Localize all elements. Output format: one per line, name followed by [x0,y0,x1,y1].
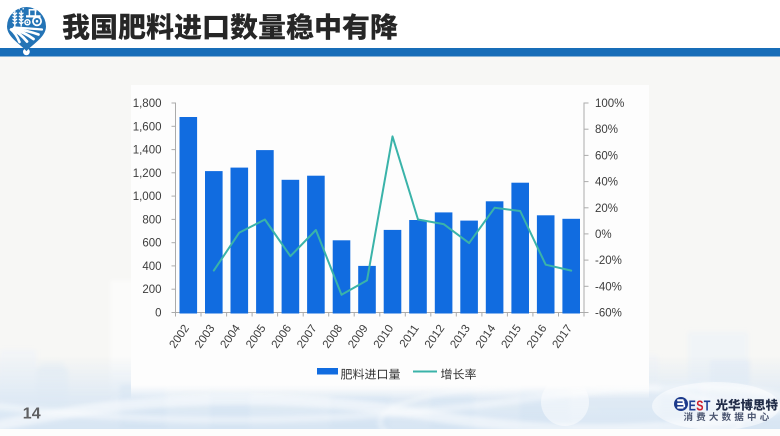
svg-text:60%: 60% [595,150,618,162]
svg-text:200: 200 [142,284,161,296]
svg-text:-60%: -60% [595,308,622,320]
svg-text:80%: 80% [595,124,618,136]
svg-text:100%: 100% [595,98,624,110]
svg-text:0%: 0% [595,229,612,241]
svg-text:-40%: -40% [595,281,622,293]
svg-text:T: T [704,397,711,414]
svg-text:400: 400 [142,261,161,273]
svg-text:E: E [689,397,697,414]
svg-text:1,800: 1,800 [133,98,162,110]
svg-text:1,200: 1,200 [133,168,162,180]
svg-text:1,400: 1,400 [133,145,162,157]
svg-text:40%: 40% [595,177,618,189]
svg-text:14: 14 [23,406,41,423]
svg-text:-20%: -20% [595,255,622,267]
svg-text:1,600: 1,600 [133,121,162,133]
svg-text:0: 0 [155,308,161,320]
svg-text:800: 800 [142,214,161,226]
svg-text:600: 600 [142,238,161,250]
svg-text:20%: 20% [595,203,618,215]
svg-text:1,000: 1,000 [133,191,162,203]
svg-text:S: S [696,397,704,414]
